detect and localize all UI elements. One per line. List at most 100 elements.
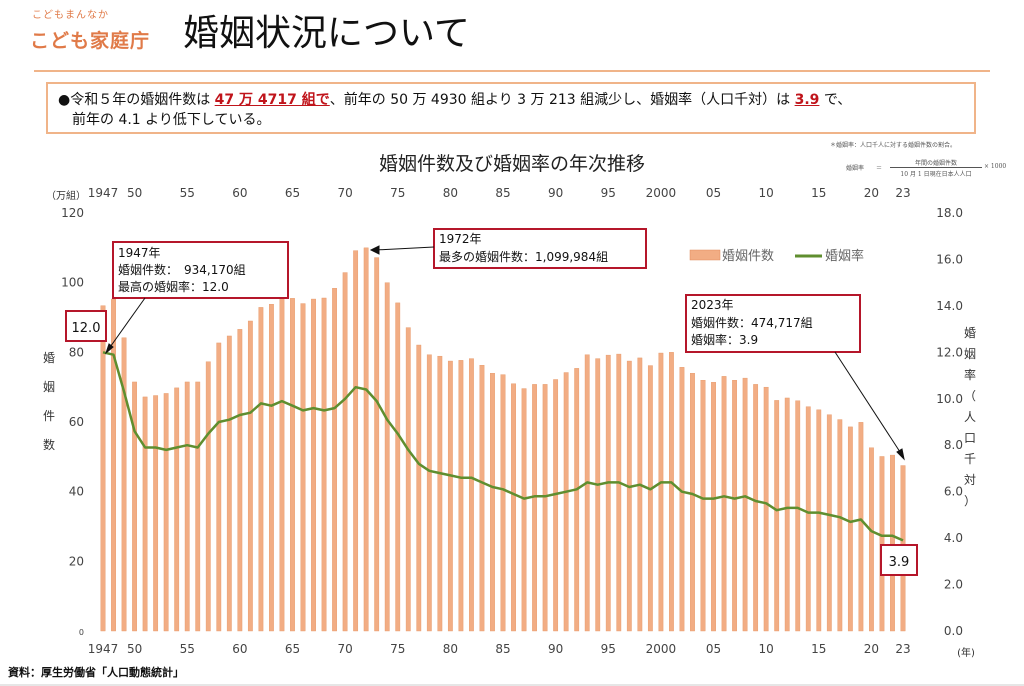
x-tick-label-top: 10 bbox=[759, 186, 774, 200]
marriage-count-bar bbox=[163, 393, 169, 632]
left-axis-label-char: 姻 bbox=[43, 379, 55, 394]
marriage-count-bar bbox=[300, 303, 306, 632]
annotation-2023-arrowhead bbox=[896, 448, 905, 461]
x-tick-label-bottom: 75 bbox=[390, 642, 405, 656]
marriage-count-bar bbox=[384, 282, 390, 632]
marriage-count-bar bbox=[837, 419, 843, 632]
x-tick-label-bottom: 05 bbox=[706, 642, 721, 656]
legend-bar-label: 婚姻件数 bbox=[722, 249, 774, 264]
annotation-1947-box bbox=[112, 241, 289, 299]
marriage-count-bar bbox=[711, 382, 716, 632]
x-tick-label-top: 70 bbox=[337, 186, 352, 200]
right-tick-label: 4.0 bbox=[944, 531, 963, 545]
left-tick-label: 40 bbox=[69, 485, 84, 499]
marriage-count-bar bbox=[542, 384, 548, 632]
formula-equals: ＝ bbox=[876, 165, 883, 172]
marriage-count-bar bbox=[290, 298, 295, 632]
marriage-count-bar bbox=[753, 384, 759, 632]
marriage-count-bar bbox=[100, 305, 106, 632]
marriage-count-bar bbox=[363, 247, 369, 632]
marriage-count-bar bbox=[237, 329, 243, 632]
x-tick-label-top: 20 bbox=[864, 186, 879, 200]
marriage-count-bar bbox=[458, 360, 464, 632]
right-tick-label: 8.0 bbox=[944, 438, 963, 452]
x-tick-label-top: 15 bbox=[811, 186, 826, 200]
x-tick-label-top: 95 bbox=[601, 186, 616, 200]
marriage-count-bar bbox=[774, 400, 780, 632]
marriage-count-bar bbox=[174, 387, 180, 632]
x-tick-label-top: 60 bbox=[232, 186, 247, 200]
x-tick-label-top: 50 bbox=[127, 186, 142, 200]
callout-start-box bbox=[65, 310, 107, 342]
marriage-count-bar bbox=[563, 372, 569, 632]
right-tick-label: 6.0 bbox=[944, 485, 963, 499]
left-axis-label-char: 婚 bbox=[43, 351, 55, 365]
marriage-count-bar bbox=[395, 302, 401, 632]
marriage-count-bar bbox=[353, 250, 359, 632]
annotation-2023-box bbox=[685, 294, 861, 353]
formula-numerator: 年間の婚姻件数 bbox=[914, 160, 957, 167]
left-tick-label: 100 bbox=[61, 276, 84, 290]
right-axis-label-char: 対 bbox=[964, 473, 976, 487]
marriage-count-bar bbox=[332, 288, 337, 632]
summary-text-1: ●令和５年の婚姻件数は bbox=[58, 92, 215, 108]
left-tick-label: 80 bbox=[69, 345, 84, 359]
right-axis-label-char: 人 bbox=[964, 410, 976, 424]
x-tick-label-top: 05 bbox=[706, 186, 721, 200]
left-axis-label-char: 件 bbox=[43, 409, 55, 423]
marriage-count-bar bbox=[595, 358, 601, 632]
marriage-count-bar bbox=[858, 422, 864, 632]
left-tick-label: 0 bbox=[79, 628, 84, 637]
marriage-count-bar bbox=[605, 354, 611, 632]
right-tick-label: 10.0 bbox=[936, 392, 963, 406]
left-tick-label: 120 bbox=[61, 206, 84, 220]
marriage-count-bar bbox=[658, 352, 664, 632]
x-tick-label-bottom: 95 bbox=[601, 642, 616, 656]
marriage-count-bar bbox=[732, 380, 737, 632]
left-axis-unit: （万組） bbox=[46, 189, 86, 202]
marriage-count-bar bbox=[416, 344, 422, 632]
marriage-count-bar bbox=[247, 320, 253, 632]
formula-lhs: 婚姻率 bbox=[846, 165, 865, 172]
right-axis-label-char: 婚 bbox=[964, 326, 976, 340]
x-tick-label-bottom: 60 bbox=[232, 642, 247, 656]
marriage-count-bar bbox=[216, 342, 222, 632]
marriage-count-bar bbox=[511, 383, 516, 632]
marriage-rate-line bbox=[102, 351, 904, 542]
x-tick-label-bottom: 23 bbox=[895, 642, 910, 656]
footer-divider bbox=[0, 684, 1024, 686]
marriage-count-bar bbox=[342, 272, 348, 632]
x-tick-label-bottom: 10 bbox=[759, 642, 774, 656]
marriage-count-bar bbox=[721, 376, 727, 632]
marriage-count-bar bbox=[269, 304, 274, 632]
x-tick-label-top: 1947 bbox=[88, 186, 119, 200]
legend-line-label: 婚姻率 bbox=[825, 248, 864, 264]
marriage-count-bar bbox=[311, 298, 316, 632]
annotation-2023-count: 婚姻件数：474,717組 bbox=[691, 315, 813, 330]
left-axis-label-char: 数 bbox=[43, 437, 55, 452]
x-tick-label-bottom: 50 bbox=[127, 642, 142, 656]
marriage-count-bar bbox=[679, 367, 685, 632]
right-tick-label: 16.0 bbox=[936, 252, 963, 266]
marriage-count-bar bbox=[742, 377, 748, 632]
right-axis-label-char: 口 bbox=[964, 431, 976, 445]
page-title: 婚姻状況について bbox=[183, 13, 470, 54]
formula-multiplier: × 1000 bbox=[984, 163, 1007, 170]
marriage-count-bar bbox=[426, 354, 432, 632]
marriage-count-bar bbox=[490, 373, 495, 632]
right-axis-label-char: ） bbox=[964, 494, 976, 508]
x-tick-label-top: 75 bbox=[390, 186, 405, 200]
marriage-count-bar bbox=[553, 379, 559, 632]
right-axis-label-char: 千 bbox=[964, 452, 976, 466]
marriage-count-bar bbox=[142, 396, 148, 632]
legend: 婚姻件数 婚姻率 bbox=[689, 248, 864, 264]
x-tick-label-bottom: 2000 bbox=[646, 642, 677, 656]
x-tick-label-top: 23 bbox=[895, 186, 910, 200]
marriage-count-bar bbox=[132, 381, 137, 632]
x-axis-unit: (年) bbox=[957, 646, 975, 659]
right-axis-label-char: 率 bbox=[964, 367, 976, 382]
x-tick-label-bottom: 70 bbox=[337, 642, 352, 656]
marriage-count-bar bbox=[669, 352, 674, 632]
x-tick-label-top: 55 bbox=[180, 186, 195, 200]
marriage-count-bar bbox=[690, 373, 695, 632]
